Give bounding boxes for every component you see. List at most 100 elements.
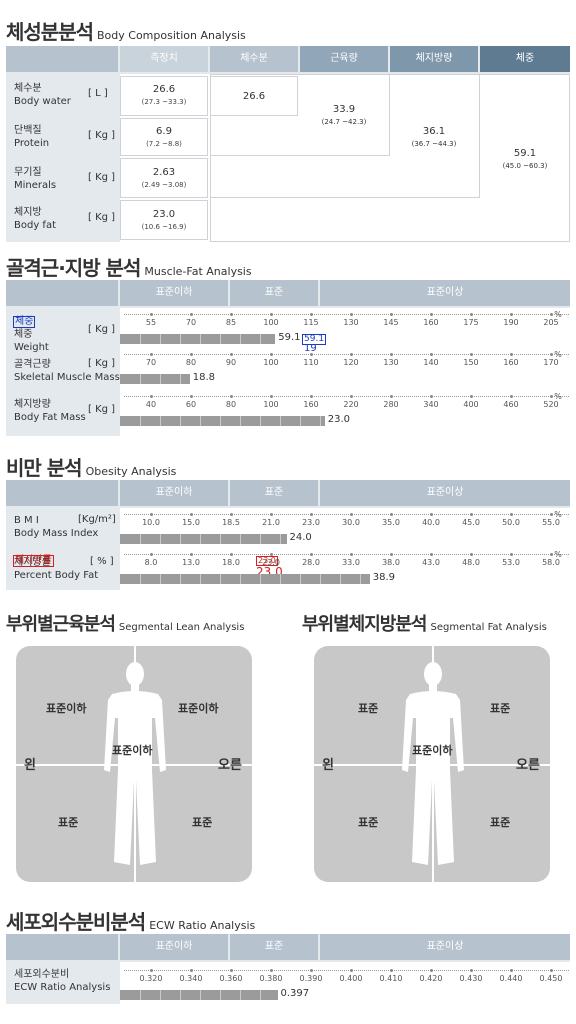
bar-segment xyxy=(340,574,341,584)
scale-mark xyxy=(190,313,193,316)
scale-tick: 205 xyxy=(543,318,559,327)
scale-tick: 460 xyxy=(503,400,519,409)
scale-tick: 15.0 xyxy=(182,518,200,527)
scale-mark xyxy=(310,353,313,356)
scale-tick: 40.0 xyxy=(422,518,440,527)
scale-tick: 150 xyxy=(463,358,479,367)
obesity-subtitle: Obesity Analysis xyxy=(85,465,177,478)
scale-tick: 220 xyxy=(343,400,359,409)
bar-segment xyxy=(160,574,161,584)
scale-tick: 60 xyxy=(185,400,197,409)
body-comp-table: 측정치 체수분 근육량 체지방량 체중 체수분 Body water [ L ] … xyxy=(6,46,570,242)
scale-mark xyxy=(550,395,553,398)
mf-row-weight-unit: [ Kg ] xyxy=(88,324,116,335)
bar-segment xyxy=(140,534,141,544)
scale-tick: 100 xyxy=(263,318,279,327)
measured-protein: 6.9 (7.2 ~8.8) xyxy=(120,118,208,156)
bar-segment xyxy=(140,416,141,426)
seg-fat-left-arm: 표준 xyxy=(358,702,379,715)
bar-segment xyxy=(260,534,261,544)
scale-mark xyxy=(430,353,433,356)
row-label-protein: 단백질 Protein xyxy=(14,125,50,149)
muscle-fat-subtitle: Muscle-Fat Analysis xyxy=(144,265,252,278)
scale-tick: 90 xyxy=(225,358,237,367)
bar-segment xyxy=(160,990,161,1000)
bar-segment xyxy=(160,416,161,426)
scale-mark xyxy=(350,553,353,556)
header-water: 체수분 xyxy=(210,46,298,72)
scale-mark xyxy=(230,553,233,556)
scale-mark xyxy=(230,395,233,398)
header-measured: 측정치 xyxy=(120,46,208,72)
overlay-pbf-box: 23.0 xyxy=(256,556,278,566)
scale-line xyxy=(124,314,569,315)
measured-water: 26.6 (27.3 ~33.3) xyxy=(120,76,208,116)
scale-mark xyxy=(470,395,473,398)
scale-tick: 18.0 xyxy=(222,558,240,567)
scale-tick: 43.0 xyxy=(422,558,440,567)
ecw-row-label: 세포외수분비 ECW Ratio Analysis xyxy=(14,969,111,993)
scale-mark xyxy=(390,353,393,356)
row-unit-protein: [ Kg ] xyxy=(88,130,116,141)
scale-tick: 400 xyxy=(463,400,479,409)
fat-mass-value: 36.1 (36.7 ~44.3) xyxy=(411,126,457,148)
overlay-pbf-label: 체지방률 xyxy=(13,555,54,567)
band-above: 표준이상 xyxy=(320,280,570,306)
seg-lean-right-arm: 표준이하 xyxy=(178,702,219,715)
scale-mark xyxy=(390,969,393,972)
seg-fat-subtitle: Segmental Fat Analysis xyxy=(430,622,547,633)
bar-segment xyxy=(280,574,281,584)
ob-band-normal: 표준 xyxy=(230,480,318,506)
scale-tick: 53.0 xyxy=(502,558,520,567)
scale-percent: % xyxy=(554,350,562,359)
scale-tick: 33.0 xyxy=(342,558,360,567)
scale-tick: 58.0 xyxy=(542,558,560,567)
result-value: 0.397 xyxy=(280,988,310,999)
body-silhouette-fat-icon xyxy=(402,662,464,865)
bar-segment xyxy=(180,416,181,426)
scale-mark xyxy=(230,969,233,972)
scale-mark xyxy=(430,395,433,398)
scale-line xyxy=(124,396,569,397)
seg-lean-title-text: 부위별근육분석 xyxy=(6,614,116,635)
bar-segment xyxy=(360,574,361,584)
scale-mark xyxy=(230,513,233,516)
measured-minerals: 2.63 (2.49 ~3.08) xyxy=(120,158,208,198)
scale-mark xyxy=(310,395,313,398)
scale-mark xyxy=(350,395,353,398)
bar-segment xyxy=(300,574,301,584)
scale-mark xyxy=(470,353,473,356)
result-value: 18.8 xyxy=(192,372,216,383)
bar-segment xyxy=(240,990,241,1000)
body-comp-title: 체성분분석 Body Composition Analysis xyxy=(6,16,246,45)
result-bar xyxy=(120,534,287,544)
bar-segment xyxy=(240,574,241,584)
row-label-minerals: 무기질 Minerals xyxy=(14,167,57,191)
muscle-fat-title: 골격근·지방 분석 Muscle-Fat Analysis xyxy=(6,252,252,281)
seg-fat-left-side: 왼 xyxy=(322,758,334,773)
body-silhouette-icon xyxy=(104,662,166,865)
scale-mark xyxy=(270,353,273,356)
scale-mark xyxy=(190,353,193,356)
result-bar xyxy=(120,334,276,344)
seg-lean-right-side: 오른 xyxy=(218,758,242,773)
scale-mark xyxy=(350,969,353,972)
bar-segment xyxy=(280,534,281,544)
ob-band-above: 표준이상 xyxy=(320,480,570,506)
body-comp-title-text: 체성분분석 xyxy=(6,20,94,44)
scale-mark xyxy=(230,353,233,356)
ob-row-pbf-unit: [ % ] xyxy=(90,556,114,567)
scale-tick: 0.360 xyxy=(219,974,243,983)
ecw-band-normal: 표준 xyxy=(230,934,318,960)
overlay-smm-value: 19 xyxy=(304,343,317,354)
scale-mark xyxy=(270,395,273,398)
scale-tick: 70 xyxy=(185,318,197,327)
bar-segment xyxy=(180,574,181,584)
scale-mark xyxy=(510,969,513,972)
scale-mark xyxy=(510,513,513,516)
seg-fat-title-text: 부위별체지방분석 xyxy=(302,614,427,635)
result-bar xyxy=(120,416,325,426)
obesity-title: 비만 분석 Obesity Analysis xyxy=(6,452,176,481)
result-value: 23.0 xyxy=(327,414,351,425)
scale-mark xyxy=(270,313,273,316)
